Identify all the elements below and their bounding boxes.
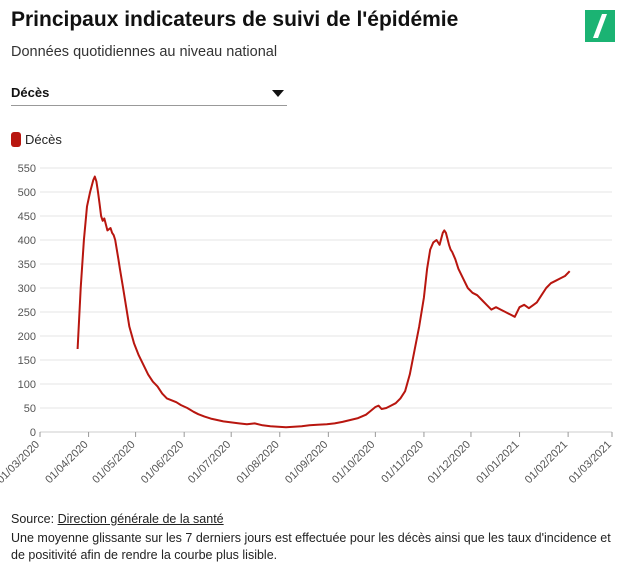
chart-legend: Décès — [11, 131, 62, 147]
series-line-deces — [76, 175, 571, 429]
legend-label-deces: Décès — [25, 131, 62, 147]
page-title: Principaux indicateurs de suivi de l'épi… — [11, 8, 459, 31]
x-tick-label: 01/05/2020 — [90, 439, 137, 486]
x-tick-label: 01/02/2021 — [523, 439, 570, 486]
source-prefix: Source: — [11, 512, 58, 526]
huffpost-slash-logo — [585, 10, 615, 42]
y-tick-label: 0 — [30, 427, 36, 439]
y-tick-label: 500 — [18, 187, 36, 199]
x-tick-label: 01/09/2020 — [283, 439, 330, 486]
y-tick-label: 200 — [18, 331, 36, 343]
legend-swatch-deces — [11, 131, 21, 147]
indicator-select[interactable]: Décès — [11, 80, 287, 106]
x-tick-label: 01/11/2020 — [379, 439, 426, 486]
y-tick-label: 550 — [18, 163, 36, 175]
x-tick-label: 01/04/2020 — [43, 439, 90, 486]
y-tick-label: 350 — [18, 259, 36, 271]
x-tick-label: 01/03/2021 — [567, 439, 614, 486]
x-tick-label: 01/07/2020 — [186, 439, 233, 486]
page-subtitle: Données quotidiennes au niveau national — [11, 44, 278, 60]
methodology-note: Une moyenne glissante sur les 7 derniers… — [11, 531, 611, 562]
y-tick-label: 450 — [18, 211, 36, 223]
x-tick-label: 01/06/2020 — [139, 439, 186, 486]
y-tick-label: 150 — [18, 355, 36, 367]
y-tick-label: 100 — [18, 379, 36, 391]
x-tick-label: 01/03/2020 — [0, 439, 42, 486]
logo-slash — [593, 14, 607, 38]
y-tick-label: 50 — [24, 403, 36, 415]
y-tick-label: 400 — [18, 235, 36, 247]
x-tick-label: 01/10/2020 — [330, 439, 377, 486]
deaths-line-chart: 0 50 100 150 200 250 300 350 400 450 500 550 01/03/2… — [0, 163, 614, 486]
source-line: Source: Direction générale de la santé — [11, 512, 224, 526]
x-tick-label: 01/12/2020 — [426, 439, 473, 486]
y-tick-label: 250 — [18, 307, 36, 319]
indicator-select-value: Décès — [11, 85, 50, 100]
chevron-down-icon — [272, 90, 284, 97]
x-tick-label: 01/01/2021 — [474, 439, 521, 486]
y-tick-label: 300 — [18, 283, 36, 295]
x-tick-label: 01/08/2020 — [234, 439, 281, 486]
source-link[interactable]: Direction générale de la santé — [57, 512, 224, 526]
